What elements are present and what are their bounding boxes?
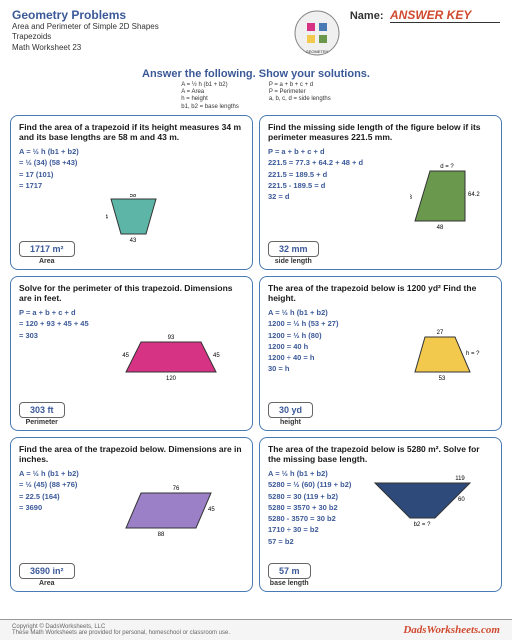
svg-text:53: 53 <box>439 376 446 382</box>
svg-text:93: 93 <box>168 335 175 341</box>
problem-6-prompt: The area of the trapezoid below is 5280 … <box>268 444 493 464</box>
footer-note: These Math Worksheets are provided for p… <box>12 630 230 636</box>
problem-4-label: height <box>268 419 313 426</box>
svg-text:45: 45 <box>208 507 215 513</box>
worksheet-subtitle2: Trapezoids <box>12 32 284 42</box>
name-line: ANSWER KEY <box>390 8 500 23</box>
header: Geometry Problems Area and Perimeter of … <box>0 0 512 62</box>
problem-4: The area of the trapezoid below is 1200 … <box>259 276 502 431</box>
problem-2-label: side length <box>268 258 319 265</box>
worksheet-subtitle3: Math Worksheet 23 <box>12 43 284 53</box>
problem-5-prompt: Find the area of the trapezoid below. Di… <box>19 444 244 464</box>
svg-text:48: 48 <box>437 225 444 231</box>
trapezoid-shape-6: 119 b2 = ? 60 <box>365 473 485 528</box>
trapezoid-shape-5: 76 88 45 <box>116 483 226 538</box>
problem-1: Find the area of a trapezoid if its heig… <box>10 115 253 270</box>
trapezoid-shape-3: 93 120 45 45 <box>121 332 231 382</box>
name-area: Name: ANSWER KEY <box>350 8 500 23</box>
svg-text:43: 43 <box>130 238 137 244</box>
problem-6: The area of the trapezoid below is 5280 … <box>259 437 502 592</box>
problem-3-answer-area: 303 ft Perimeter <box>19 402 65 426</box>
problem-5: Find the area of the trapezoid below. Di… <box>10 437 253 592</box>
problem-3-label: Perimeter <box>19 419 65 426</box>
svg-text:b2 = ?: b2 = ? <box>414 522 432 528</box>
problems-grid: Find the area of a trapezoid if its heig… <box>0 115 512 592</box>
worksheet-page: Geometry Problems Area and Perimeter of … <box>0 0 512 640</box>
problem-2-answer: 32 mm <box>268 241 319 257</box>
svg-text:34: 34 <box>106 215 109 221</box>
problem-1-prompt: Find the area of a trapezoid if its heig… <box>19 122 244 142</box>
problem-6-label: base length <box>268 580 311 587</box>
svg-text:45: 45 <box>213 353 220 359</box>
header-left: Geometry Problems Area and Perimeter of … <box>12 8 284 53</box>
svg-text:77.3: 77.3 <box>410 195 413 201</box>
problem-6-answer: 57 m <box>268 563 311 579</box>
trapezoid-shape-2: d = ? 64.2 48 77.3 <box>410 161 485 236</box>
problem-4-answer-area: 30 yd height <box>268 402 313 426</box>
problem-4-answer: 30 yd <box>268 402 313 418</box>
svg-text:45: 45 <box>122 353 129 359</box>
problem-6-answer-area: 57 m base length <box>268 563 311 587</box>
problem-5-label: Area <box>19 580 75 587</box>
formula-perimeter: P = a + b + c + d P = Perimeter a, b, c,… <box>269 82 331 111</box>
problem-2: Find the missing side length of the figu… <box>259 115 502 270</box>
problem-1-answer-area: 1717 m² Area <box>19 241 75 265</box>
trapezoid-shape-1: 58 43 34 <box>106 194 176 244</box>
svg-text:27: 27 <box>437 330 444 336</box>
svg-text:88: 88 <box>158 532 165 538</box>
formulas: A = ½ h (b1 + b2) A = Area h = height b1… <box>0 82 512 111</box>
problem-4-prompt: The area of the trapezoid below is 1200 … <box>268 283 493 303</box>
svg-text:64.2: 64.2 <box>468 192 480 198</box>
svg-text:d = ?: d = ? <box>440 164 454 170</box>
formula-area: A = ½ h (b1 + b2) A = Area h = height b1… <box>181 82 239 111</box>
worksheet-subtitle1: Area and Perimeter of Simple 2D Shapes <box>12 22 284 32</box>
footer-left: Copyright © DadsWorksheets, LLC These Ma… <box>12 624 230 636</box>
name-label: Name: <box>350 10 384 22</box>
svg-text:119: 119 <box>455 476 465 482</box>
problem-3-answer: 303 ft <box>19 402 65 418</box>
svg-text:60: 60 <box>458 497 465 503</box>
svg-text:GEOMETRY: GEOMETRY <box>305 49 328 54</box>
problem-1-answer: 1717 m² <box>19 241 75 257</box>
trapezoid-shape-4: 27 53 h = ? <box>410 327 485 387</box>
answer-key-text: ANSWER KEY <box>390 8 471 22</box>
problem-1-label: Area <box>19 258 75 265</box>
footer: Copyright © DadsWorksheets, LLC These Ma… <box>0 619 512 640</box>
svg-text:h = ?: h = ? <box>466 351 480 357</box>
problem-2-answer-area: 32 mm side length <box>268 241 319 265</box>
problem-3-prompt: Solve for the perimeter of this trapezoi… <box>19 283 244 303</box>
svg-text:76: 76 <box>173 486 180 492</box>
problem-5-answer-area: 3690 in² Area <box>19 563 75 587</box>
svg-text:58: 58 <box>130 194 137 199</box>
problem-1-work: A = ½ h (b1 + b2) = ½ (34) (58 +43) = 17… <box>19 146 244 191</box>
logo-icon: GEOMETRY <box>292 8 342 58</box>
problem-3: Solve for the perimeter of this trapezoi… <box>10 276 253 431</box>
problem-5-answer: 3690 in² <box>19 563 75 579</box>
instruction-text: Answer the following. Show your solution… <box>0 68 512 80</box>
brand-text: DadsWorksheets.com <box>403 624 500 636</box>
worksheet-title: Geometry Problems <box>12 8 284 22</box>
problem-2-prompt: Find the missing side length of the figu… <box>268 122 493 142</box>
svg-text:120: 120 <box>166 376 177 382</box>
